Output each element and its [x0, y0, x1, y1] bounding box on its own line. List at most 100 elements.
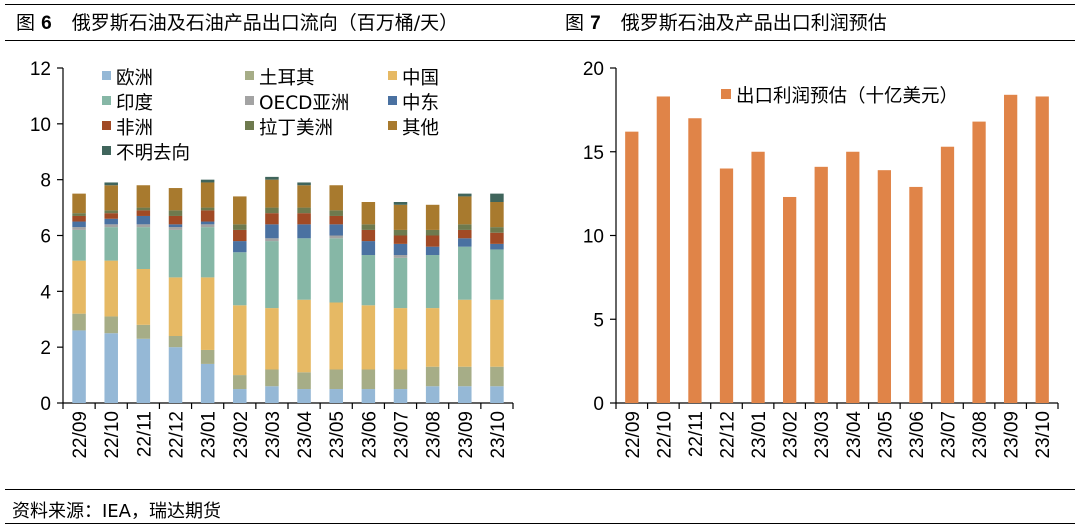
top-rule: [5, 4, 1075, 5]
chartundefined-bar-23/07-中国: [393, 308, 408, 370]
chartundefined-bar-23/03-中东: [265, 224, 279, 239]
chartundefined-bar-23/09-中国: [458, 299, 472, 367]
chartundefined-bar-23/05-OECD亚洲: [329, 235, 343, 239]
chartundefined-y-tick-label: 0: [40, 394, 51, 415]
chartundefined-bar-23/07-土耳其: [393, 369, 408, 390]
chartundefined-bar-22/12-中国: [168, 277, 183, 336]
chartundefined-bar-22/11-OECD亚洲: [136, 224, 151, 228]
chartundefined-bar-22/12-其他: [168, 188, 183, 211]
chartundefined-bar-22/11-中东: [136, 215, 151, 225]
chartundefined-bar-23/08-拉丁美洲: [425, 229, 440, 236]
chartundefined-bar-23/08-印度: [425, 255, 440, 309]
chartundefined-x-tick-label: 23/07: [392, 411, 413, 459]
chartundefined-legend-swatch: [102, 71, 111, 80]
chartundefined-y-tick-label: 4: [40, 282, 51, 303]
chartundefined-legend-label: 土耳其: [259, 68, 315, 89]
chartundefined-bar-22/12-非洲: [168, 215, 183, 225]
chartundefined-bar-23/01-其他: [200, 182, 215, 208]
chartundefined-bar-23/02-中东: [233, 241, 247, 253]
chartundefined-bar-23/07-不明去向: [393, 202, 408, 205]
chartundefined-bar-23/07-其他: [393, 204, 408, 230]
chartundefined-legend-label: 欧洲: [116, 68, 153, 89]
chartundefined-y-tick-label: 6: [40, 227, 51, 248]
chartundefined-bar-23/04-中国: [297, 299, 311, 373]
chartundefined-bar-22/12-欧洲: [168, 347, 183, 403]
chartundefined-x-tick-label: 23/07: [939, 411, 960, 459]
chartundefined-x-tick-label: 23/10: [488, 411, 509, 459]
chartundefined-bar-22/12-印度: [168, 229, 183, 278]
chartundefined-bar-23/02-土耳其: [233, 375, 247, 390]
chartundefined-bar-22/09-欧洲: [72, 330, 86, 403]
chartundefined-bar-23/02-出口利润预估（十亿美元）: [783, 196, 797, 403]
chartundefined-bar-22/12-OECD亚洲: [168, 227, 183, 230]
chartundefined-bar-23/06-欧洲: [361, 389, 376, 403]
chartundefined-bar-23/06-非洲: [361, 229, 376, 242]
chartundefined-y-tick-label: 20: [583, 59, 604, 80]
chartundefined-bar-22/09-非洲: [72, 215, 86, 222]
chartundefined-x-tick-label: 23/01: [749, 411, 770, 459]
chartundefined-bar-22/09-印度: [72, 229, 86, 261]
chartundefined-bar-23/07-中东: [393, 243, 408, 256]
chartundefined-bar-23/04-印度: [297, 238, 311, 300]
chartundefined-bar-23/04-出口利润预估（十亿美元）: [846, 151, 860, 403]
chartundefined-bar-23/10-拉丁美洲: [490, 227, 504, 233]
chartundefined-x-tick-label: 22/10: [102, 411, 123, 459]
chartundefined-y-tick-label: 8: [40, 171, 51, 192]
chartundefined-bar-23/01-中国: [200, 277, 215, 350]
chartundefined-x-tick-label: 23/04: [844, 411, 865, 459]
chartundefined-bar-23/01-土耳其: [200, 349, 215, 364]
chartundefined-x-tick-label: 22/10: [654, 411, 675, 459]
chartundefined-legend-label: 印度: [116, 93, 153, 114]
chartundefined-bar-23/02-中国: [233, 305, 247, 376]
chartundefined-bar-23/04-非洲: [297, 213, 311, 225]
chartundefined-bar-22/10-土耳其: [104, 316, 118, 334]
chartundefined-x-tick-label: 23/03: [263, 411, 284, 459]
chartundefined-bar-23/02-印度: [233, 252, 247, 306]
chartundefined-bar-23/05-中东: [329, 224, 343, 236]
chartundefined-bar-23/03-欧洲: [265, 386, 279, 403]
chartundefined-y-tick-label: 10: [30, 115, 51, 136]
title-rule: [5, 40, 1075, 41]
chartundefined-bar-22/11-土耳其: [136, 324, 151, 339]
chartundefined-x-tick-label: 23/02: [781, 411, 802, 459]
chartundefined-bar-23/09-中东: [458, 238, 472, 247]
chartundefined-bar-23/01-拉丁美洲: [200, 207, 215, 211]
chartundefined-bar-23/08-土耳其: [425, 366, 440, 387]
chartundefined-x-tick-label: 22/12: [167, 411, 188, 459]
chartundefined-bar-23/08-中东: [425, 246, 440, 256]
chartundefined-bar-23/04-欧洲: [297, 389, 311, 403]
chartundefined-bar-22/09-土耳其: [72, 313, 86, 331]
chartundefined-bar-22/10-其他: [104, 185, 118, 211]
chartundefined-bar-23/10-中东: [490, 243, 504, 250]
chartundefined-bar-23/03-不明去向: [265, 176, 279, 180]
chartundefined-bar-23/04-拉丁美洲: [297, 207, 311, 214]
chartundefined-bar-23/04-土耳其: [297, 372, 311, 390]
chartundefined-bar-23/05-欧洲: [329, 389, 343, 403]
chartundefined-x-tick-label: 22/12: [718, 411, 739, 459]
chartundefined-bar-23/01-OECD亚洲: [200, 224, 215, 228]
chartundefined-legend-label: 不明去向: [116, 143, 190, 164]
chartundefined-x-tick-label: 23/10: [1033, 411, 1054, 459]
chartundefined-bar-23/09-拉丁美洲: [458, 224, 472, 230]
chartundefined-bar-23/08-欧洲: [425, 386, 440, 403]
chartundefined-x-tick-label: 23/06: [907, 411, 928, 459]
chartundefined-bar-23/08-非洲: [425, 235, 440, 247]
chartundefined-bar-23/09-非洲: [458, 229, 472, 239]
chartundefined-bar-22/09-拉丁美洲: [72, 213, 86, 216]
chartundefined-bar-23/10-非洲: [490, 232, 504, 244]
chartundefined-x-tick-label: 23/09: [1002, 411, 1023, 459]
chartundefined-bar-22/11-拉丁美洲: [136, 207, 151, 211]
chartundefined-bar-23/01-印度: [200, 227, 215, 278]
chartundefined-y-tick-label: 12: [30, 59, 51, 80]
chartundefined-bar-23/07-欧洲: [393, 389, 408, 403]
chartundefined-bar-22/10-OECD亚洲: [104, 224, 118, 228]
chartundefined-bar-23/04-中东: [297, 224, 311, 239]
chartundefined-legend-swatch: [102, 146, 111, 155]
chartundefined-x-tick-label: 23/04: [295, 411, 316, 459]
chartundefined-legend-swatch: [245, 121, 254, 130]
chartundefined-bar-22/10-拉丁美洲: [104, 210, 118, 214]
chartundefined-bar-23/02-拉丁美洲: [233, 224, 247, 230]
chartundefined-bar-22/09-中国: [72, 260, 86, 314]
